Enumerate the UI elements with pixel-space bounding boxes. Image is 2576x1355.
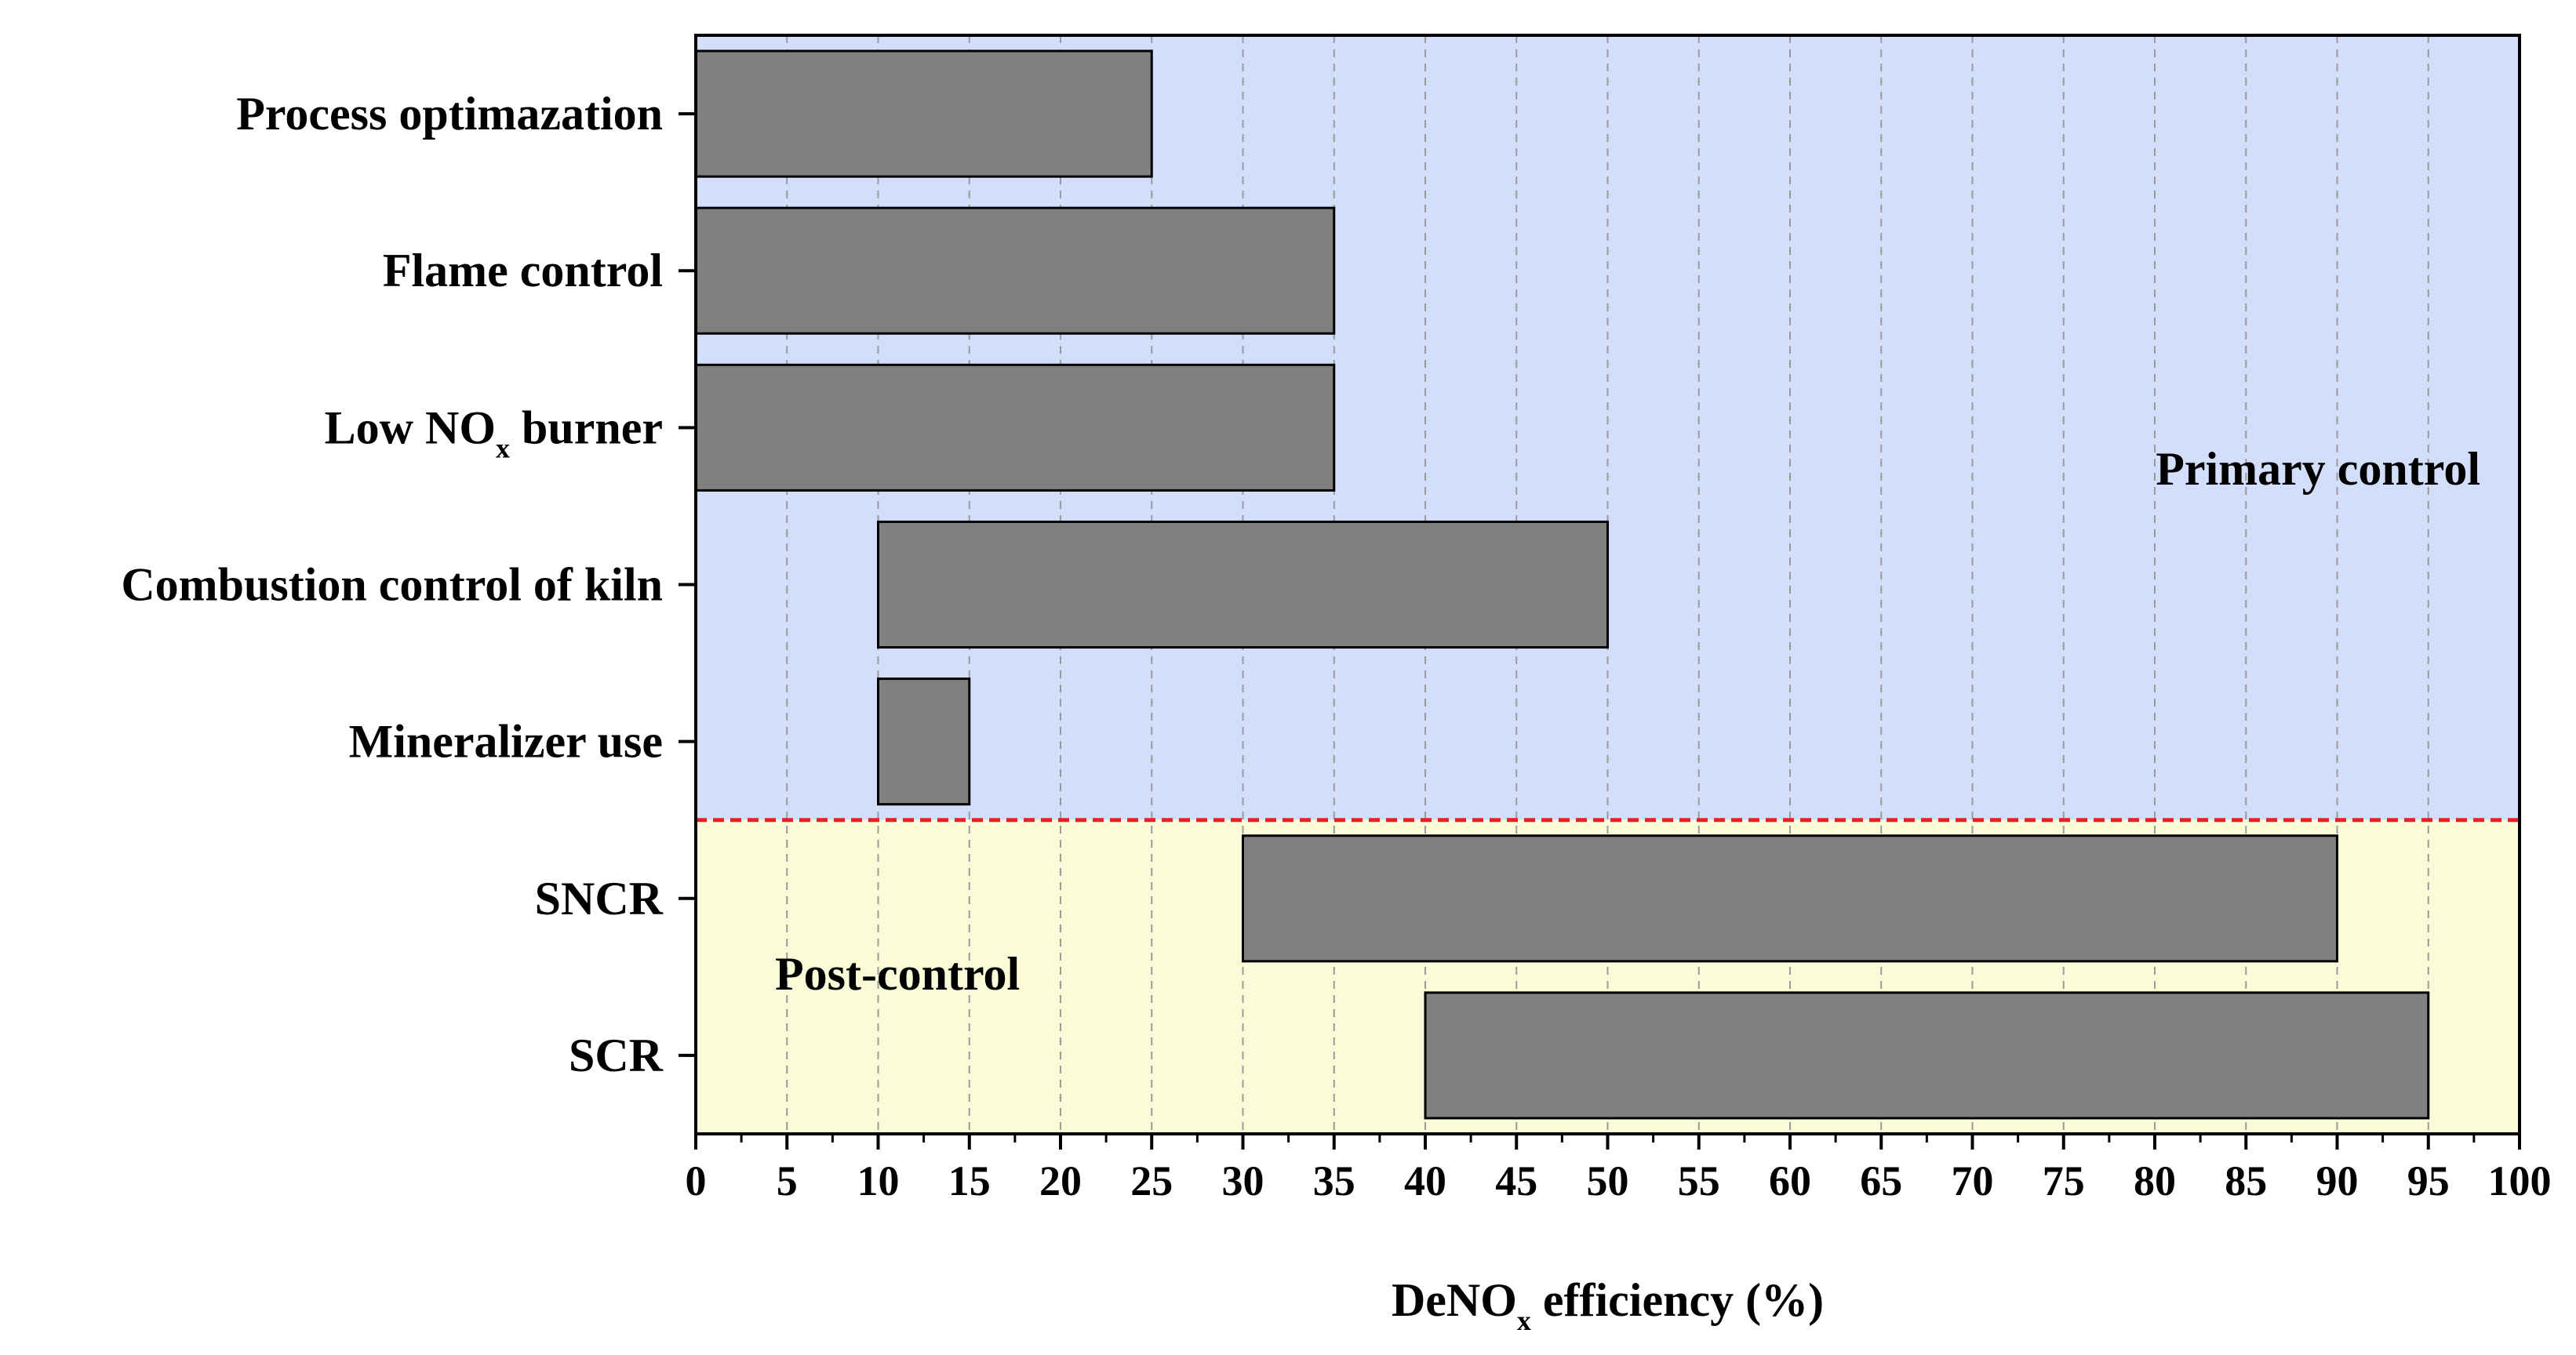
x-tick-label-60: 60 xyxy=(1769,1157,1811,1204)
x-tick-label-40: 40 xyxy=(1404,1157,1446,1204)
category-label: Process optimazation xyxy=(236,88,663,140)
bar-process-optimazation xyxy=(694,49,1153,178)
region-label-primary-control: Primary control xyxy=(2156,443,2480,495)
category-label: Flame control xyxy=(383,245,663,296)
category-label: SNCR xyxy=(535,873,664,925)
y-axis-category-labels: Process optimazation Flame control Low NOx… xyxy=(121,88,696,1081)
x-tick-label-80: 80 xyxy=(2134,1157,2176,1204)
bar-mineralizer-use xyxy=(877,678,971,806)
category-label: SCR xyxy=(569,1030,664,1081)
x-tick-label-95: 95 xyxy=(2407,1157,2450,1204)
bar-combustion-control-of-kiln xyxy=(877,520,1609,649)
x-tick-label-35: 35 xyxy=(1313,1157,1355,1204)
x-tick-label-75: 75 xyxy=(2043,1157,2085,1204)
x-tick-label-15: 15 xyxy=(948,1157,991,1204)
x-tick-label-50: 50 xyxy=(1587,1157,1629,1204)
x-tick-label-25: 25 xyxy=(1130,1157,1173,1204)
x-tick-label-30: 30 xyxy=(1222,1157,1264,1204)
bar-scr xyxy=(1424,991,2430,1120)
x-axis-title: DeNOx efficiency (%) xyxy=(1392,1274,1824,1336)
x-tick-label-0: 0 xyxy=(686,1157,707,1204)
x-tick-label-90: 90 xyxy=(2316,1157,2359,1204)
category-label: Low NOx burner xyxy=(325,401,663,463)
bar-sncr xyxy=(1242,834,2338,963)
x-tick-label-45: 45 xyxy=(1495,1157,1537,1204)
x-tick-label-10: 10 xyxy=(857,1157,900,1204)
category-label-subscript: x xyxy=(496,432,510,463)
bar-low-nox-burner xyxy=(694,363,1336,492)
category-label: Combustion control of kiln xyxy=(121,559,663,611)
x-axis-title-subscript: x xyxy=(1517,1305,1531,1336)
category-label: Mineralizer use xyxy=(349,716,663,768)
category-label-suffix: burner xyxy=(510,401,663,453)
bar-flame-control xyxy=(694,206,1336,335)
x-tick-label-55: 55 xyxy=(1678,1157,1720,1204)
x-tick-label-70: 70 xyxy=(1952,1157,1994,1204)
x-tick-label-65: 65 xyxy=(1860,1157,1902,1204)
bars xyxy=(694,49,2430,1120)
x-tick-label-20: 20 xyxy=(1039,1157,1082,1204)
x-tick-label-100: 100 xyxy=(2488,1157,2552,1204)
x-tick-label-5: 5 xyxy=(777,1157,798,1204)
x-axis-ticks: 0 5 10 15 20 25 30 35 40 45 50 55 60 65 70 75 80 85 90 95 10… xyxy=(686,1134,2552,1204)
x-tick-label-85: 85 xyxy=(2225,1157,2267,1204)
region-label-post-control: Post-control xyxy=(775,948,1020,1000)
x-axis-title-suffix: efficiency (%) xyxy=(1531,1274,1824,1326)
